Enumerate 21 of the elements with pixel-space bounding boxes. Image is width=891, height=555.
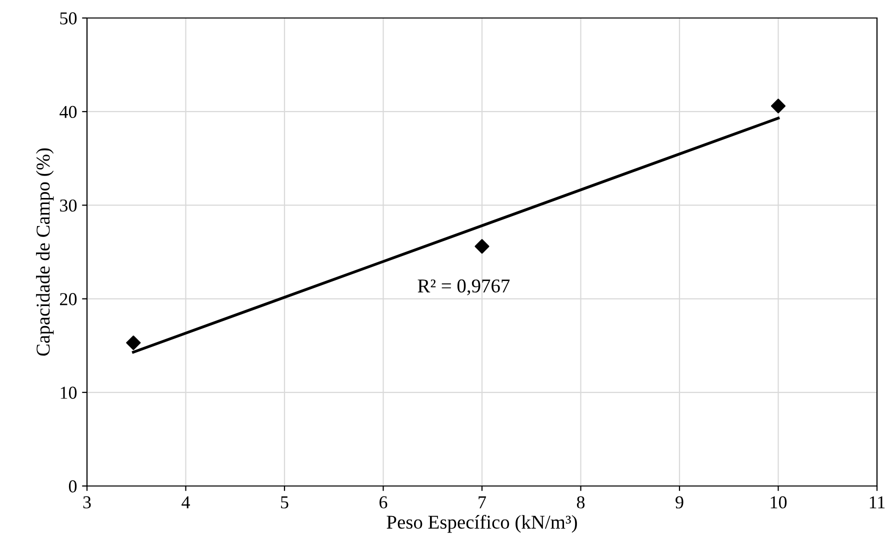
point [474, 239, 490, 254]
y-tick-label: 20 [60, 293, 77, 306]
x-tick-label: 9 [676, 496, 684, 508]
x-tick-label: 7 [478, 496, 486, 508]
x-tick-label: 4 [182, 496, 190, 508]
point [770, 98, 786, 114]
x-tick-label: 6 [380, 496, 388, 508]
x-tick-label: 11 [870, 496, 885, 508]
x-axis-title: Peso Específico (kN/m³) [386, 514, 577, 533]
y-tick-label: 50 [60, 12, 77, 24]
x-tick-label: 3 [83, 496, 91, 508]
x-tick-label: 10 [770, 496, 787, 508]
x-tick-label: 8 [576, 496, 585, 508]
y-axis-title: Capacidade de Campo (%) [36, 148, 54, 356]
x-tick-label: 5 [281, 496, 288, 508]
y-tick-label: 40 [60, 106, 77, 118]
y-tick-label: 0 [68, 480, 77, 492]
point [126, 336, 141, 350]
y-tick-label: 10 [60, 386, 77, 399]
annotation: R² = 0,9767 [418, 279, 510, 296]
y-tick-label: 30 [60, 199, 77, 212]
